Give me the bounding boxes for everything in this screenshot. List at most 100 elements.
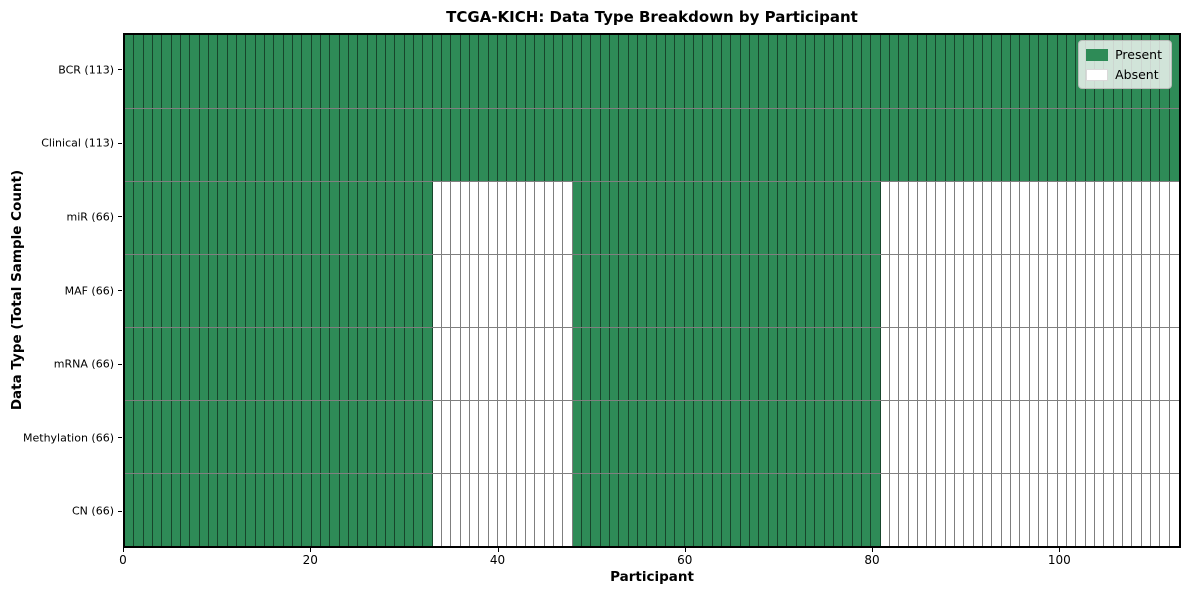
matrix-cell bbox=[171, 474, 181, 546]
matrix-cell bbox=[843, 401, 853, 473]
matrix-cell bbox=[535, 474, 545, 546]
matrix-cell bbox=[470, 255, 480, 327]
matrix-cell bbox=[152, 328, 163, 400]
matrix-cell bbox=[693, 109, 704, 181]
matrix-cell bbox=[563, 35, 573, 108]
matrix-cell bbox=[1048, 255, 1058, 327]
matrix-cell bbox=[414, 35, 424, 108]
matrix-cell bbox=[1095, 255, 1105, 327]
matrix-cell bbox=[498, 35, 508, 108]
matrix-cell bbox=[973, 35, 984, 108]
matrix-cell bbox=[358, 328, 368, 400]
matrix-cell bbox=[283, 109, 293, 181]
matrix-cell bbox=[498, 255, 508, 327]
matrix-cell bbox=[208, 182, 219, 254]
matrix-cell bbox=[292, 109, 303, 181]
matrix-cell bbox=[507, 109, 517, 181]
matrix-cell bbox=[199, 401, 209, 473]
matrix-cell bbox=[152, 182, 163, 254]
matrix-cell bbox=[563, 255, 573, 327]
matrix-cell bbox=[768, 255, 778, 327]
matrix-cell bbox=[610, 255, 620, 327]
matrix-cell bbox=[274, 35, 284, 108]
heatmap-row-Clinical bbox=[125, 108, 1179, 181]
matrix-cell bbox=[1132, 109, 1142, 181]
matrix-cell bbox=[852, 474, 862, 546]
matrix-cell bbox=[423, 35, 433, 108]
matrix-cell bbox=[675, 255, 685, 327]
matrix-cell bbox=[1113, 401, 1124, 473]
matrix-cell bbox=[749, 109, 760, 181]
matrix-cell bbox=[171, 35, 181, 108]
x-axis-tick-label: 40 bbox=[489, 553, 506, 567]
matrix-cell bbox=[563, 474, 573, 546]
matrix-cell bbox=[432, 109, 443, 181]
matrix-cell bbox=[1151, 255, 1161, 327]
matrix-cell bbox=[815, 35, 825, 108]
matrix-cell bbox=[861, 35, 872, 108]
matrix-cell bbox=[675, 474, 685, 546]
y-axis-tick-mark bbox=[118, 437, 122, 439]
matrix-cell bbox=[824, 255, 834, 327]
matrix-cell bbox=[1095, 182, 1105, 254]
matrix-cell bbox=[1141, 328, 1152, 400]
matrix-cell bbox=[367, 109, 377, 181]
matrix-cell bbox=[311, 401, 321, 473]
matrix-cell bbox=[404, 474, 415, 546]
matrix-cell bbox=[675, 35, 685, 108]
matrix-cell bbox=[703, 182, 713, 254]
matrix-cell bbox=[675, 401, 685, 473]
matrix-cell bbox=[824, 35, 834, 108]
matrix-cell bbox=[852, 182, 862, 254]
matrix-cell bbox=[955, 474, 965, 546]
matrix-cell bbox=[125, 35, 135, 108]
matrix-cell bbox=[339, 328, 349, 400]
matrix-cell bbox=[1039, 182, 1049, 254]
matrix-cell bbox=[665, 35, 676, 108]
matrix-cell bbox=[908, 35, 918, 108]
matrix-cell bbox=[283, 182, 293, 254]
matrix-cell bbox=[992, 109, 1002, 181]
matrix-cell bbox=[451, 474, 461, 546]
matrix-cell bbox=[1085, 328, 1096, 400]
matrix-cell bbox=[647, 255, 657, 327]
matrix-cell bbox=[171, 255, 181, 327]
matrix-cell bbox=[889, 35, 900, 108]
matrix-cell bbox=[684, 474, 694, 546]
matrix-cell bbox=[171, 401, 181, 473]
matrix-cell bbox=[917, 328, 928, 400]
matrix-cell bbox=[311, 182, 321, 254]
matrix-cell bbox=[955, 182, 965, 254]
matrix-cell bbox=[1141, 401, 1152, 473]
matrix-cell bbox=[759, 109, 769, 181]
matrix-cell bbox=[815, 401, 825, 473]
matrix-cell bbox=[628, 474, 638, 546]
matrix-cell bbox=[152, 109, 163, 181]
matrix-cell bbox=[134, 474, 144, 546]
heatmap-row-BCR bbox=[125, 35, 1179, 108]
matrix-cell bbox=[470, 109, 480, 181]
matrix-cell bbox=[1001, 255, 1012, 327]
matrix-cell bbox=[740, 35, 750, 108]
matrix-cell bbox=[973, 401, 984, 473]
matrix-cell bbox=[460, 182, 471, 254]
matrix-cell bbox=[983, 401, 993, 473]
y-axis-tick-label: MAF (66) bbox=[64, 284, 114, 297]
matrix-cell bbox=[488, 328, 499, 400]
matrix-cell bbox=[423, 182, 433, 254]
matrix-cell bbox=[395, 255, 405, 327]
matrix-cell bbox=[777, 109, 788, 181]
matrix-cell bbox=[190, 182, 200, 254]
matrix-cell bbox=[423, 255, 433, 327]
matrix-cell bbox=[656, 255, 666, 327]
legend-item-absent: Absent bbox=[1086, 67, 1162, 82]
matrix-cell bbox=[1104, 474, 1114, 546]
matrix-cell bbox=[1039, 474, 1049, 546]
matrix-cell bbox=[936, 328, 946, 400]
matrix-cell bbox=[908, 401, 918, 473]
matrix-cell bbox=[871, 474, 881, 546]
matrix-cell bbox=[1001, 474, 1012, 546]
matrix-cell bbox=[880, 474, 890, 546]
matrix-cell bbox=[721, 255, 732, 327]
matrix-cell bbox=[554, 35, 564, 108]
